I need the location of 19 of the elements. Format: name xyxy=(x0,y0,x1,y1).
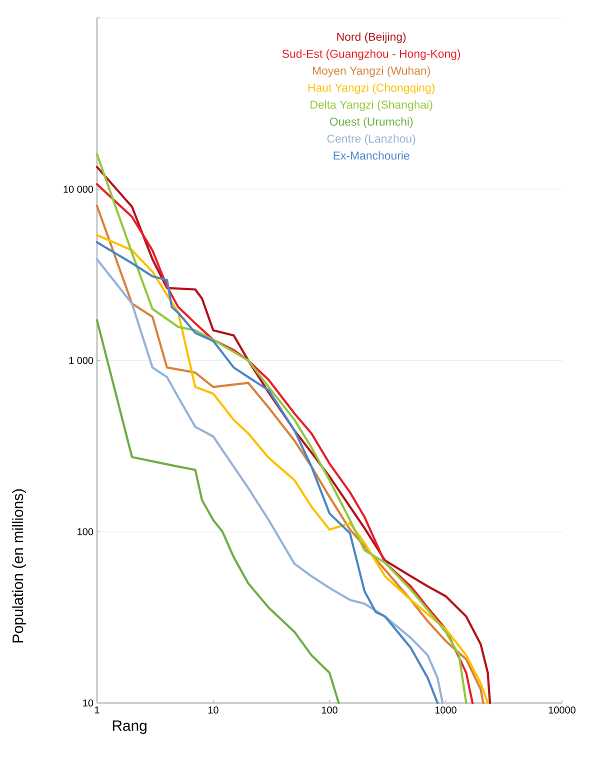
text: Centre (Lanzhou) xyxy=(327,134,416,145)
y-tick-label: 10 000 xyxy=(64,186,94,193)
text: Nord (Beijing) xyxy=(337,32,406,44)
x-tick-label: 100 xyxy=(322,706,338,714)
x-tick-label: 1000 xyxy=(435,706,456,714)
text: Moyen Yangzi (Wuhan) xyxy=(312,66,430,78)
text: Haut Yangzi (Chongqing) xyxy=(308,83,435,94)
text: Ouest (Urumchi) xyxy=(330,117,413,128)
x-axis-title: Rang xyxy=(112,720,146,734)
y-tick-label: 10 xyxy=(83,699,94,707)
text: Delta Yangzi (Shanghai) xyxy=(310,100,432,111)
x-tick-label: 10000 xyxy=(548,706,576,714)
text: Sud-Est (Guangzhou - Hong-Kong) xyxy=(282,49,460,60)
text: Ex-Manchourie xyxy=(334,151,410,160)
y-tick-label: 1 000 xyxy=(69,356,94,364)
y-axis-title: Population (en millions) xyxy=(12,489,26,642)
x-tick-label: 1 xyxy=(94,706,100,714)
y-tick-label: 100 xyxy=(78,528,94,536)
x-tick-label: 10 xyxy=(208,706,218,714)
